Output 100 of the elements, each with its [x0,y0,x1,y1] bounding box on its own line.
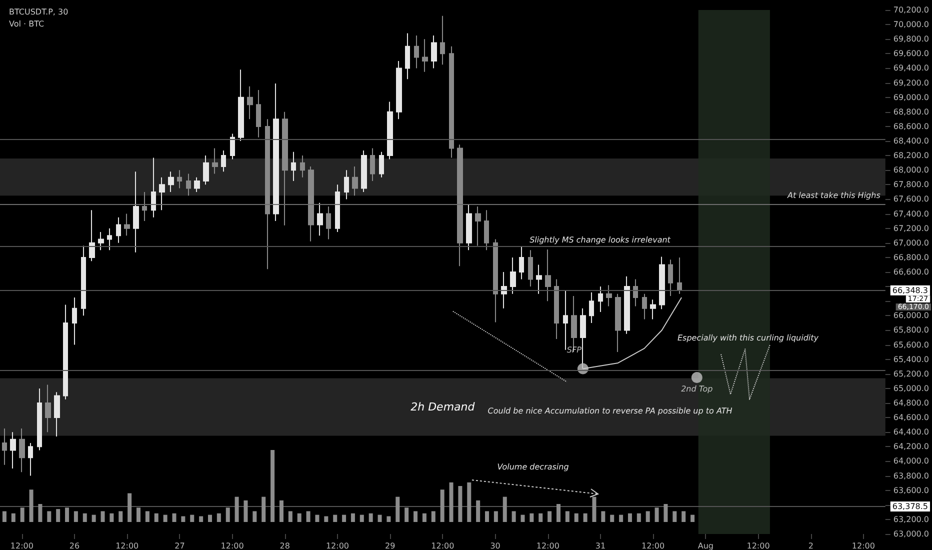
bar [404,508,409,522]
bar [92,514,96,522]
chart-title: BTCUSDT.P, 30 [9,8,68,16]
candlestick [133,171,139,253]
candlestick [457,144,463,267]
candlestick [545,248,551,302]
candlestick [422,38,428,72]
bar [396,496,400,522]
candlestick [624,276,630,334]
bar [172,513,176,522]
bar [306,511,310,522]
candlestick [151,157,156,218]
candlestick [335,184,340,232]
bar [270,450,275,522]
candlestick [361,150,367,192]
bar [315,514,320,522]
bar [190,514,194,522]
bar [476,500,480,522]
annotation: Could be nice Accumulation to reverse PA possible up to ATH [488,406,732,416]
y-tick-label: 69,000.0 [893,92,929,102]
bar [530,513,534,522]
y-tick-label: 63,800.0 [893,471,929,480]
candlestick [142,191,147,222]
y-tick-label: 64,200.0 [893,442,929,452]
candlestick [107,228,112,251]
x-tick-label: 30 [490,542,500,550]
candlestick [414,34,419,69]
candlestick [159,176,165,211]
bar [574,513,578,522]
annotation: Slightly MS change looks irrelevant [530,236,672,244]
candlestick [273,83,279,222]
candlestick [98,231,104,251]
bar [494,511,498,522]
bar [2,511,6,522]
candlestick [615,293,621,353]
candlestick [81,245,86,316]
x-tick-label: 12:00 [536,542,560,550]
candlestick [650,299,656,320]
candlestick [221,150,226,172]
candlestick [238,69,244,142]
y-tick-label: 69,600.0 [893,49,929,58]
candlestick [19,428,25,473]
y-tick-label: 64,000.0 [893,456,929,466]
bar [262,496,266,522]
x-tick-label: 12:00 [642,542,665,550]
candlestick [396,60,402,120]
x-tick-label: 12:00 [116,542,139,550]
y-tick-label: 66,800.0 [893,252,929,262]
annotation: 2nd Top [681,384,713,394]
candlestick [212,148,218,174]
candlestick [528,250,533,288]
x-tick-label: 12:00 [220,542,244,550]
bar [128,493,132,522]
candlestick [440,15,445,66]
y-tick-label: 64,800.0 [893,398,929,408]
bar [682,511,686,522]
bar [646,511,650,522]
bar [485,511,490,522]
bar [350,513,355,522]
bar [386,516,391,522]
bar [342,514,346,522]
y-tick-label: 68,600.0 [893,122,929,131]
bar [664,504,668,522]
y-tick-label: 63,600.0 [893,486,929,495]
bar [244,500,248,522]
candlestick [589,292,594,324]
x-tick-label: 12:00 [431,542,454,550]
bar [118,511,123,522]
candlestick [230,133,235,160]
bar [512,511,516,522]
y-tick-label: 64,600.0 [893,413,929,422]
candlestick [265,118,270,270]
y-tick-label: 63,000.0 [893,530,929,538]
x-tick-label: 12:00 [10,542,34,550]
bar [56,509,60,522]
bar [154,513,158,522]
candlestick [387,101,393,160]
y-tick-label: 65,200.0 [893,369,929,378]
bar [11,513,16,522]
y-tick-label: 65,400.0 [893,354,929,364]
bar [449,482,454,522]
candlestick [89,210,95,262]
y-tick-label: 66,600.0 [893,268,929,276]
candlestick [124,213,130,236]
candlestick [642,293,647,320]
candlestick [116,216,121,244]
y-tick-label: 66,000.0 [893,311,929,320]
bar [368,513,373,522]
candlestick [45,384,51,433]
candlestick [344,170,349,200]
candlestick [308,166,314,242]
bar [100,511,105,522]
y-tick-label: 63,200.0 [893,514,929,524]
candlestick [370,148,375,182]
chart-title: Vol · BTC [9,20,45,28]
y-tick-label: 67,000.0 [893,238,929,248]
bar [520,514,525,522]
y-tick-label: 69,400.0 [893,64,929,73]
bar [378,514,382,522]
y-tick-label: 67,400.0 [893,209,929,218]
